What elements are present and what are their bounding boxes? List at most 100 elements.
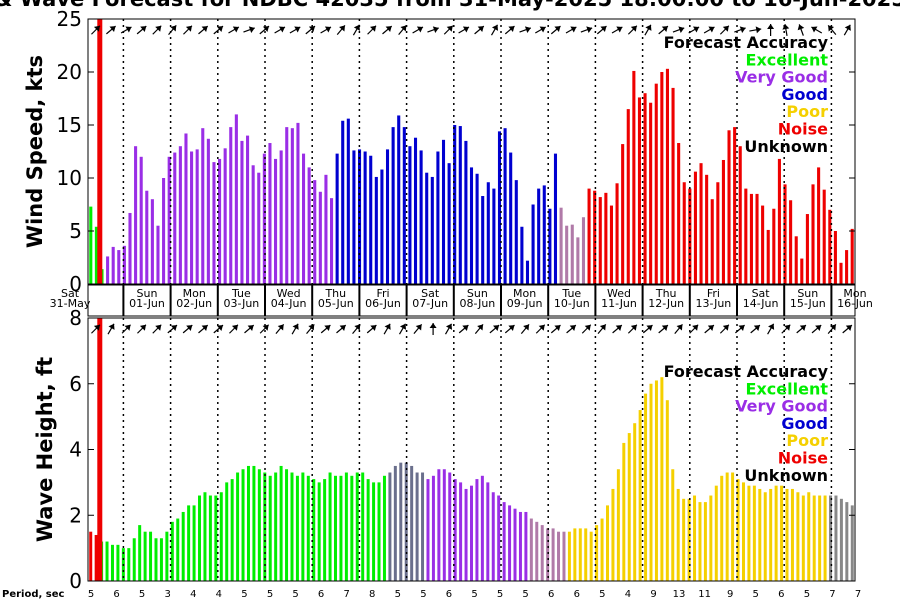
period-value: 13 [673,589,686,600]
wave-bar [529,518,533,581]
wind-direction-arrow-icon [305,25,316,35]
wave-bar [845,502,849,581]
wave-direction-arrow-icon [383,323,391,335]
wave-bar [198,495,202,581]
wind-direction-arrow-icon [734,26,746,33]
wind-direction-arrow-icon [565,26,577,34]
wind-bar [766,229,770,284]
wave-bar [219,492,223,581]
wind-bar [486,182,490,284]
wave-bar [508,505,512,581]
wave-bar [486,482,490,582]
wave-direction-arrow-icon [781,324,791,334]
arrow-head [446,25,453,32]
wave-legend-item: Good [781,414,828,433]
wave-bar [714,485,718,581]
wave-legend-item: Noise [778,449,828,468]
wind-bar [469,167,474,284]
wind-bar [324,174,328,284]
wind-bar [542,185,546,284]
arrow-head [232,26,239,33]
wind-bar [447,163,451,284]
wave-bar [676,488,680,581]
wind-bar [649,102,653,285]
wave-bar [502,502,506,581]
wave-bar [94,534,98,581]
wind-direction-arrow-icon [504,25,515,35]
wind-direction-arrow-icon [289,26,301,34]
wind-bar [565,225,569,284]
wave-legend-title: Forecast Accuracy [664,362,829,381]
wind-bar [643,93,647,284]
wave-bar [301,472,305,581]
wind-bar [525,260,530,284]
wind-bar [279,150,283,284]
wave-direction-arrow-icon [735,324,745,334]
arrow-head [767,24,775,29]
wind-direction-arrow-icon [274,26,286,34]
arrow-head [432,26,439,33]
arrow-head [170,325,177,332]
wind-bar [307,167,311,284]
wind-bar [772,208,776,284]
wave-direction-arrow-icon [167,324,178,334]
wind-bar [559,207,563,284]
wave-bar [263,472,267,581]
wave-direction-arrow-icon [198,324,209,334]
wave-bar [725,472,729,581]
wave-bar [252,465,256,581]
wind-bar [184,133,188,284]
wind-bar [727,130,731,284]
wave-bar [431,475,435,581]
wind-bar [514,180,518,284]
wind-bar [475,173,479,284]
arrow-head [722,324,729,331]
wind-direction-arrow-icon [320,26,332,34]
day-date-label: 05-Jun [318,297,354,310]
wave-bar [339,475,343,581]
period-value: 8 [369,589,375,600]
wind-bar [257,172,261,284]
day-name-label: Tue [231,287,251,300]
wave-bar [230,479,234,581]
period-value: 11 [698,589,711,600]
arrow-head [354,324,361,331]
period-value: 5 [522,589,528,600]
arrow-head [739,26,746,33]
arrow-head [155,324,162,331]
wave-bar [214,495,218,581]
wind-bar [190,151,194,284]
arrow-head [539,26,546,33]
wave-bar [633,423,637,581]
wind-bar [833,231,837,284]
wind-bar [615,183,619,284]
arrow-head [462,26,469,33]
wave-bar [149,531,153,581]
arrow-head [615,325,622,332]
wind-direction-arrow-icon [644,24,652,36]
wind-bar [632,70,636,284]
wind-legend-item: Very Good [735,68,828,87]
wind-bar [537,188,541,284]
arrow-head [93,25,100,32]
wave-bar [225,482,229,582]
wave-bar [415,472,419,581]
wave-bar [110,544,114,581]
wave-bar [312,479,316,581]
wave-bar [448,472,452,581]
wind-bar [150,199,154,284]
arrow-head [324,26,331,33]
wind-legend-item: Good [781,85,828,104]
wind-bar [419,150,423,284]
day-date-label: 07-Jun [412,297,448,310]
arrow-head [738,325,745,332]
arrow-head [491,24,499,31]
period-value: 5 [497,589,503,600]
wind-bar [621,144,625,284]
wave-bar [769,488,773,581]
wind-bar [805,214,809,284]
wave-bar [464,488,468,581]
period-axis-label: Period, sec [2,589,65,600]
period-value: 6 [113,589,119,600]
arrow-head [170,25,177,32]
